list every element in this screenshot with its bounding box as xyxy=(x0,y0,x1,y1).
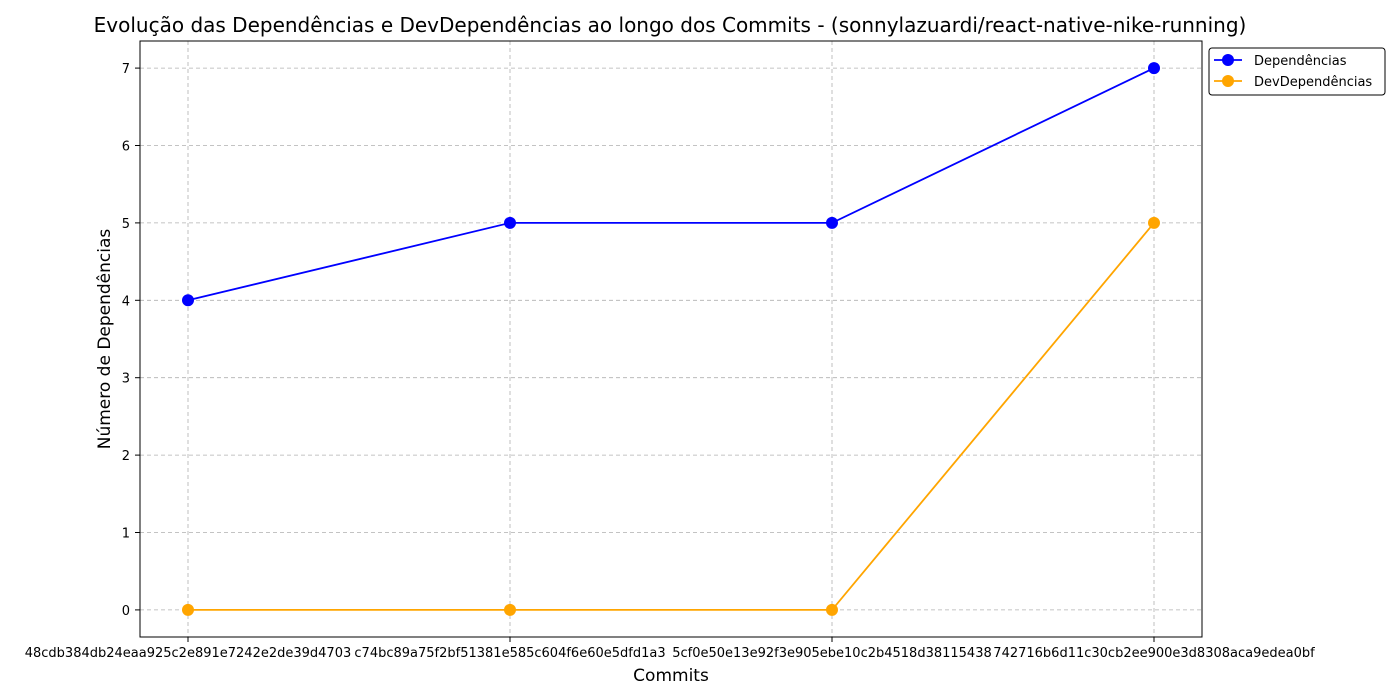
y-tick-label: 2 xyxy=(122,449,130,464)
series xyxy=(182,62,1160,616)
series-line xyxy=(188,222,1155,611)
legend-marker xyxy=(1222,75,1234,87)
chart-title: Evolução das Dependências e DevDependênc… xyxy=(94,13,1247,37)
x-tick-label: 48cdb384db24eaa925c2e891e7242e2de39d4703 xyxy=(25,646,352,661)
y-tick-label: 5 xyxy=(122,217,130,232)
legend-label: Dependências xyxy=(1254,54,1347,69)
legend-label: DevDependências xyxy=(1254,75,1372,90)
x-tick-label: 5cf0e50e13e92f3e905ebe10c2b4518d38115438 xyxy=(672,646,992,661)
data-point xyxy=(182,603,194,616)
y-tick-label: 4 xyxy=(122,294,130,309)
grid xyxy=(140,41,1202,637)
y-tick-label: 6 xyxy=(122,139,130,154)
data-point xyxy=(1148,62,1160,75)
data-point xyxy=(1148,216,1160,229)
data-point xyxy=(826,603,838,616)
series-2 xyxy=(182,216,1160,616)
legend-entry: DevDependências xyxy=(1214,75,1372,90)
legend-marker xyxy=(1222,54,1234,66)
series-line xyxy=(187,67,1155,302)
legend: Dependências DevDependências xyxy=(1208,47,1386,96)
data-point xyxy=(826,216,838,229)
x-axis-ticks: 48cdb384db24eaa925c2e891e7242e2de39d4703… xyxy=(25,637,1315,661)
x-tick-label: 742716b6d11c30cb2ee900e3d8308aca9edea0bf xyxy=(993,646,1315,661)
data-point xyxy=(504,603,516,616)
y-tick-label: 0 xyxy=(122,604,130,619)
x-axis-label: Commits xyxy=(633,666,709,686)
y-axis-label: Número de Dependências xyxy=(95,229,115,450)
legend-entry: Dependências xyxy=(1214,54,1347,69)
data-point xyxy=(504,216,516,229)
data-point xyxy=(182,294,194,307)
x-tick-label: c74bc89a75f2bf51381e585c604f6e60e5dfd1a3 xyxy=(354,646,665,661)
legend-box xyxy=(1208,47,1386,96)
y-tick-label: 3 xyxy=(122,372,130,387)
y-axis-ticks: 0 1 2 3 4 5 6 7 xyxy=(122,62,140,619)
y-tick-label: 1 xyxy=(122,527,130,542)
y-tick-label: 7 xyxy=(122,62,130,77)
plot-frame xyxy=(139,40,1203,638)
series-1 xyxy=(182,62,1160,307)
